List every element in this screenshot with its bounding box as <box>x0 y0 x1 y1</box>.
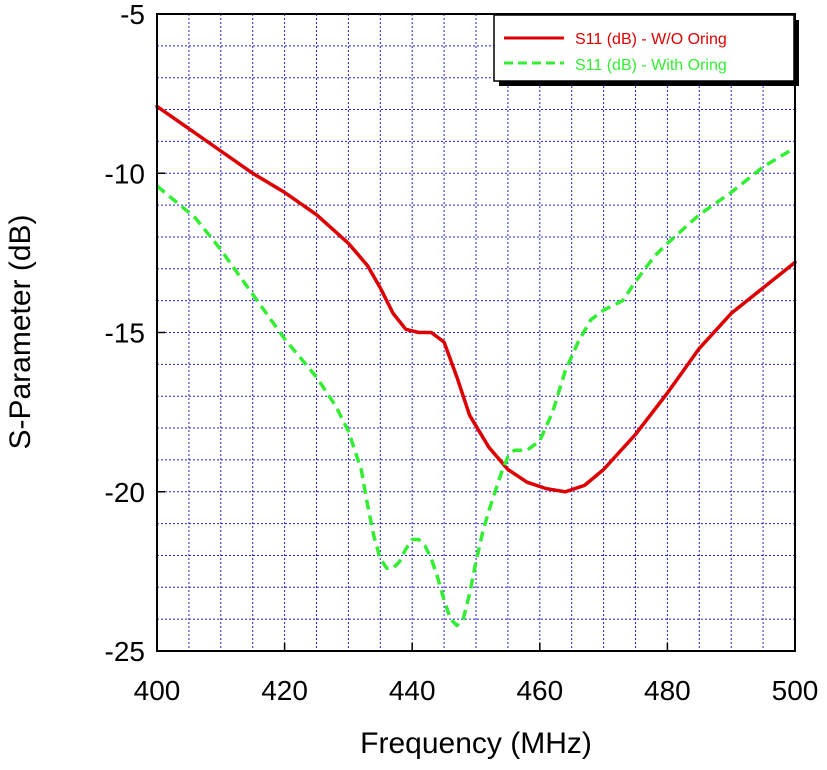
x-tick-label: 500 <box>772 675 819 706</box>
legend-box <box>493 14 795 82</box>
legend-label-series-1: S11 (dB) - W/O Oring <box>575 31 727 48</box>
series-lines <box>155 104 797 628</box>
series-line-1 <box>155 104 797 494</box>
y-tick-label: -5 <box>120 0 145 30</box>
y-tick-label: -15 <box>105 318 145 349</box>
x-tick-label: 420 <box>261 675 308 706</box>
y-axis-title: S-Parameter (dB) <box>4 214 37 449</box>
x-tick-label: 440 <box>389 675 436 706</box>
y-tick-label: -10 <box>105 158 145 189</box>
axis-ticks: 400 420 440 460 480 500 -5 -10 -15 -20 -25 <box>105 0 819 706</box>
x-tick-label: 480 <box>644 675 691 706</box>
x-tick-label: 460 <box>516 675 563 706</box>
x-axis-title: Frequency (MHz) <box>360 727 592 760</box>
y-tick-label: -25 <box>105 636 145 667</box>
legend-label-series-2: S11 (dB) - With Oring <box>575 57 727 74</box>
x-tick-label: 400 <box>134 675 181 706</box>
series-line-2 <box>155 146 796 628</box>
y-tick-label: -20 <box>105 477 145 508</box>
legend: S11 (dB) - W/O Oring S11 (dB) - With Ori… <box>493 14 799 86</box>
